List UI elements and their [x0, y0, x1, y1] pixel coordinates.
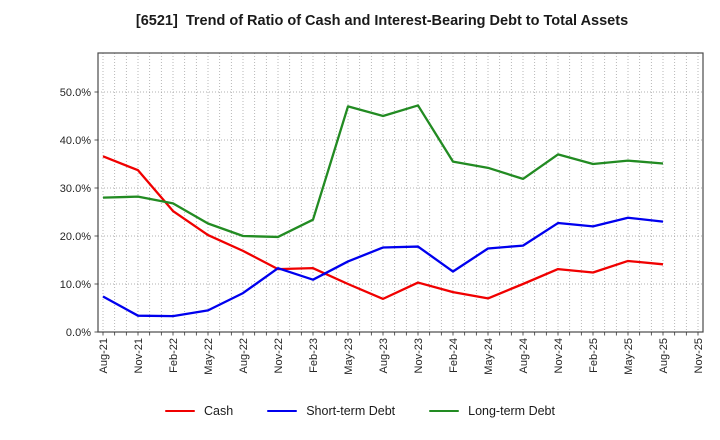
svg-text:0.0%: 0.0%	[66, 327, 91, 339]
series-lines	[102, 104, 664, 318]
svg-text:30.0%: 30.0%	[60, 183, 91, 195]
gridlines	[98, 53, 703, 332]
svg-text:10.0%: 10.0%	[60, 279, 91, 291]
svg-text:Aug-22: Aug-22	[238, 338, 250, 373]
svg-text:May-23: May-23	[343, 338, 355, 375]
legend-label-long-term-debt: Long-term Debt	[468, 404, 555, 418]
svg-text:Nov-22: Nov-22	[273, 338, 285, 373]
legend-label-cash: Cash	[204, 404, 234, 418]
svg-text:May-22: May-22	[203, 338, 215, 375]
svg-text:Feb-25: Feb-25	[588, 338, 600, 373]
svg-text:50.0%: 50.0%	[60, 87, 91, 99]
svg-text:Nov-23: Nov-23	[413, 338, 425, 373]
svg-text:Feb-24: Feb-24	[448, 338, 460, 373]
legend-label-short-term-debt: Short-term Debt	[306, 404, 396, 418]
y-tick-labels: 0.0% 10.0% 20.0% 30.0% 40.0% 50.0%	[60, 87, 91, 339]
svg-text:May-24: May-24	[483, 338, 495, 375]
short-term-debt-line-swatch	[267, 409, 298, 413]
cash-line-swatch	[165, 409, 196, 413]
legend-item-cash: Cash	[165, 404, 233, 418]
plot-border	[97, 52, 704, 333]
svg-text:Aug-25: Aug-25	[658, 338, 670, 373]
legend: Cash Short-term Debt Long-term Debt	[0, 404, 720, 418]
svg-text:Aug-21: Aug-21	[98, 338, 110, 373]
svg-text:May-25: May-25	[623, 338, 635, 375]
legend-item-long-term-debt: Long-term Debt	[429, 404, 555, 418]
svg-text:Nov-25: Nov-25	[693, 338, 705, 373]
legend-item-short-term-debt: Short-term Debt	[267, 404, 395, 418]
svg-text:40.0%: 40.0%	[60, 135, 91, 147]
long-term-debt-line-swatch	[429, 409, 460, 413]
svg-text:Feb-22: Feb-22	[168, 338, 180, 373]
chart-title: [6521] Trend of Ratio of Cash and Intere…	[135, 13, 629, 29]
axis-ticks	[94, 91, 699, 336]
svg-text:Aug-24: Aug-24	[518, 338, 530, 373]
svg-text:Aug-23: Aug-23	[378, 338, 390, 373]
svg-text:20.0%: 20.0%	[60, 231, 91, 243]
svg-text:Feb-23: Feb-23	[308, 338, 320, 373]
svg-text:Nov-24: Nov-24	[553, 338, 565, 373]
x-tick-labels: Aug-21 Nov-21 Feb-22 May-22 Aug-22 Nov-22 Feb-…	[98, 338, 705, 375]
svg-text:Nov-21: Nov-21	[133, 338, 145, 373]
